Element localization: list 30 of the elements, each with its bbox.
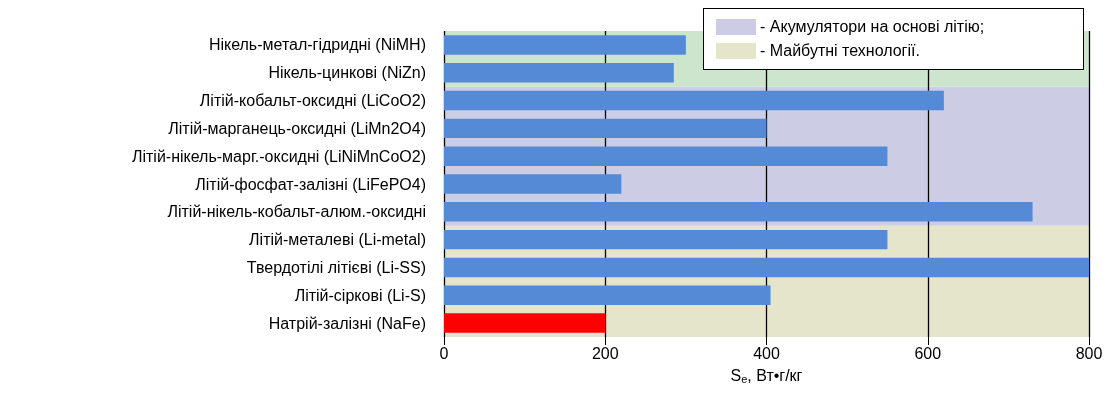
bar [444,202,1033,222]
x-tick-label: 400 [753,344,780,362]
bar [444,118,767,139]
legend-label: - Акумулятори на основі літію; [760,18,985,36]
bar [444,229,888,250]
y-tick-label: Літій-нікель-кобальт-алюм.-оксидні [167,203,426,221]
y-tick-label: Літій-кобальт-оксидні (LiCoO2) [199,92,426,110]
bar [444,62,674,83]
y-tick-label: Літій-сіркові (Li-S) [294,286,426,304]
y-tick-label: Літій-марганець-оксидні (LiMn2O4) [168,119,426,137]
x-axis-title: Se, Вт•г/кг [730,367,803,385]
y-tick-label: Літій-металеві (Li-metal) [249,231,426,249]
bar [444,313,606,333]
bar [444,174,622,194]
bar [444,257,1089,278]
legend-label: - Майбутні технології. [760,42,920,60]
x-tick-label: 0 [439,344,449,362]
y-tick-label: Нікель-метал-гідридні (NiMH) [208,36,426,54]
bar [444,285,771,306]
y-tick-label: Твердотілі літієві (Li-SS) [246,258,426,276]
y-tick-label: Літій-нікель-марг.-оксидні (LiNiMnCoO2) [131,147,426,165]
y-tick-label: Нікель-цинкові (NiZn) [268,64,426,82]
y-tick-label: Літій-фосфат-залізні (LiFePO4) [195,175,426,193]
x-tick-label: 600 [914,344,942,362]
bar [444,90,944,111]
bar [444,146,888,166]
x-tick-label: 800 [1075,344,1103,362]
y-tick-label: Натрій-залізні (NaFe) [268,314,426,332]
bar [444,35,686,55]
x-tick-label: 200 [591,344,619,362]
